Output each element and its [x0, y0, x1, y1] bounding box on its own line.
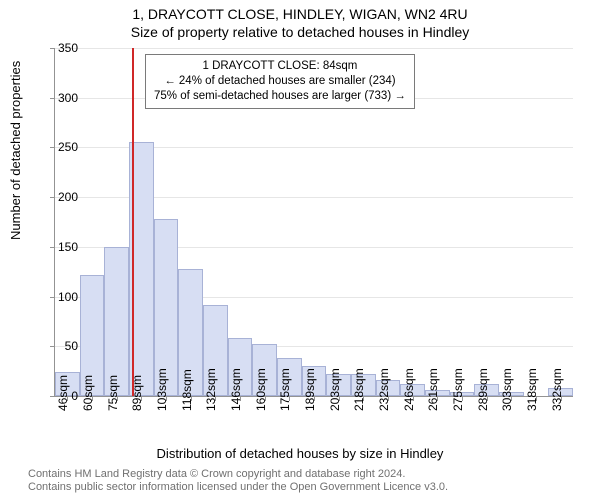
y-tick-label: 150: [58, 240, 78, 254]
y-tick: [50, 297, 55, 298]
info-box-line: 75% of semi-detached houses are larger (…: [154, 89, 406, 104]
y-tick: [50, 247, 55, 248]
y-axis-label: Number of detached properties: [8, 61, 23, 240]
y-tick-label: 50: [65, 339, 78, 353]
y-tick: [50, 48, 55, 49]
footer-line2: Contains public sector information licen…: [28, 481, 448, 494]
y-tick: [50, 147, 55, 148]
info-box-line: 1 DRAYCOTT CLOSE: 84sqm: [154, 59, 406, 74]
y-tick: [50, 98, 55, 99]
x-axis-label: Distribution of detached houses by size …: [0, 446, 600, 461]
y-tick: [50, 396, 55, 397]
chart-title-address: 1, DRAYCOTT CLOSE, HINDLEY, WIGAN, WN2 4…: [0, 6, 600, 22]
info-box-line: ← 24% of detached houses are smaller (23…: [154, 74, 406, 89]
chart-title-description: Size of property relative to detached ho…: [0, 24, 600, 40]
y-tick-label: 100: [58, 290, 78, 304]
info-box: 1 DRAYCOTT CLOSE: 84sqm← 24% of detached…: [145, 54, 415, 109]
y-tick-label: 350: [58, 41, 78, 55]
y-tick-label: 300: [58, 91, 78, 105]
y-tick-label: 250: [58, 140, 78, 154]
footer-line1: Contains HM Land Registry data © Crown c…: [28, 468, 448, 481]
y-tick: [50, 346, 55, 347]
plot-area: 1 DRAYCOTT CLOSE: 84sqm← 24% of detached…: [54, 48, 573, 397]
y-tick-label: 200: [58, 190, 78, 204]
y-tick-label: 0: [71, 389, 78, 403]
marker-line: [132, 48, 134, 396]
footer-attribution: Contains HM Land Registry data © Crown c…: [28, 468, 448, 494]
y-tick: [50, 197, 55, 198]
histogram-bar: [104, 247, 129, 396]
